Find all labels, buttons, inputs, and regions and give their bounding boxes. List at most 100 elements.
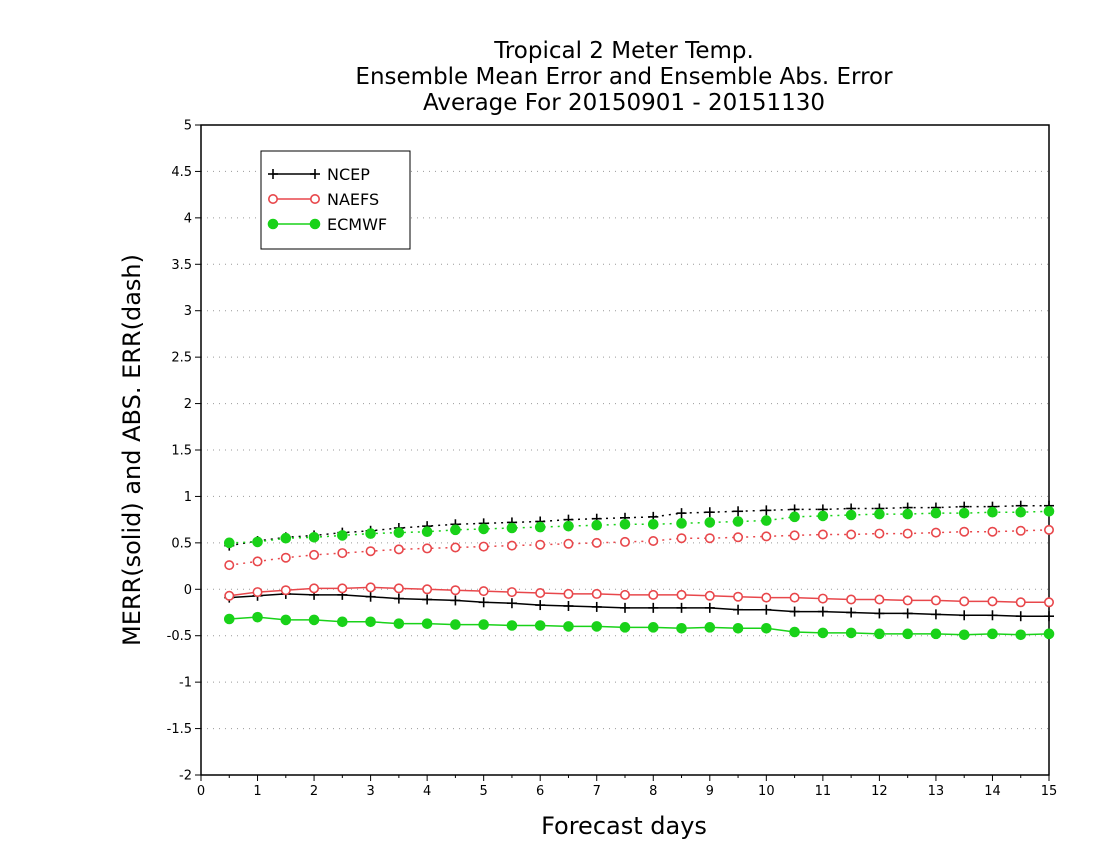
y-tick-label: 2.5 <box>171 351 192 366</box>
merr-point <box>733 591 744 602</box>
abs-err-point <box>252 536 263 548</box>
merr-point <box>619 589 630 600</box>
abs-err-point <box>874 508 885 520</box>
legend-entry-ncep: NCEP <box>268 165 370 184</box>
merr-point <box>450 585 461 596</box>
series-naefs <box>224 524 1055 608</box>
abs-err-point <box>478 523 489 535</box>
merr-point <box>421 618 433 629</box>
merr-point <box>506 587 517 598</box>
abs-err-point <box>761 505 772 516</box>
merr-point <box>704 622 716 633</box>
merr-line-ecmwf <box>229 616 1050 636</box>
merr-point <box>732 622 744 634</box>
abs-err-point <box>393 544 404 555</box>
merr-point <box>648 602 659 613</box>
abs-err-point <box>846 529 857 540</box>
abs-err-point <box>676 533 687 544</box>
merr-point <box>817 606 828 617</box>
abs-err-point <box>478 541 489 552</box>
chart-title: Tropical 2 Meter Temp. Ensemble Mean Err… <box>355 38 893 116</box>
merr-point <box>902 608 913 619</box>
merr-point <box>846 594 857 605</box>
abs-err-point <box>647 518 659 530</box>
merr-point <box>309 583 320 594</box>
x-tick-label: 11 <box>815 784 832 799</box>
abs-err-point <box>704 533 715 544</box>
merr-point <box>817 593 828 604</box>
x-tick-label: 15 <box>1041 784 1058 799</box>
x-tick-label: 1 <box>253 784 261 799</box>
merr-point <box>365 616 376 628</box>
abs-err-point <box>619 536 630 547</box>
merr-point <box>846 607 857 618</box>
y-tick-label: 1.5 <box>171 444 192 459</box>
merr-point <box>930 595 941 606</box>
merr-line-ncep <box>229 593 1049 617</box>
merr-point <box>704 602 715 613</box>
x-tick-label: 6 <box>536 784 544 799</box>
abs-err-point <box>732 516 744 527</box>
x-tick-label: 0 <box>197 784 205 799</box>
merr-point <box>619 622 631 633</box>
series-ncep <box>224 500 1054 622</box>
abs-err-line-naefs <box>229 529 1050 566</box>
y-axis-label: MERR(solid) and ABS. ERR(dash) <box>118 254 146 646</box>
abs-err-point <box>280 532 292 544</box>
abs-err-point <box>365 546 376 557</box>
merr-point <box>591 588 602 599</box>
abs-err-point <box>817 510 829 522</box>
merr-point <box>450 619 461 630</box>
merr-point <box>1015 611 1026 622</box>
abs-err-point <box>733 506 744 517</box>
merr-point <box>308 614 320 626</box>
merr-point <box>987 628 998 640</box>
abs-err-point <box>422 543 433 554</box>
legend-label: NCEP <box>327 165 370 184</box>
merr-point <box>224 590 235 601</box>
abs-err-point <box>223 537 235 549</box>
abs-err-point <box>450 542 461 553</box>
merr-point <box>648 589 659 600</box>
merr-point <box>761 592 772 603</box>
x-tick-label: 3 <box>366 784 374 799</box>
abs-err-point <box>959 526 970 537</box>
abs-err-point <box>987 526 998 537</box>
abs-err-point <box>930 527 941 538</box>
merr-point <box>422 594 433 605</box>
legend-marker <box>267 194 278 205</box>
chart-title-line-1: Tropical 2 Meter Temp. <box>493 38 754 64</box>
merr-point <box>478 586 489 597</box>
y-tick-label: 3 <box>184 304 192 319</box>
x-tick-label: 10 <box>758 784 775 799</box>
merr-point <box>280 585 291 596</box>
series-layer <box>223 500 1055 641</box>
merr-point <box>506 620 518 631</box>
chart-title-line-3: Average For 20150901 - 20151130 <box>423 90 825 116</box>
merr-point <box>761 604 772 615</box>
legend-box <box>260 150 411 250</box>
merr-point <box>902 595 913 606</box>
merr-point <box>223 613 235 625</box>
abs-err-point <box>506 522 518 534</box>
merr-point <box>422 584 433 595</box>
legend-label: ECMWF <box>327 215 387 234</box>
legend-label: NAEFS <box>327 190 379 209</box>
abs-err-point <box>874 528 885 539</box>
abs-err-point <box>309 549 320 560</box>
x-tick-label: 7 <box>593 784 601 799</box>
y-tick-label: -1 <box>179 676 192 691</box>
chart-title-line-2: Ensemble Mean Error and Ensemble Abs. Er… <box>355 64 893 90</box>
merr-point <box>676 602 687 613</box>
x-axis-label: Forecast days <box>541 812 707 840</box>
merr-point <box>874 628 885 640</box>
abs-err-point <box>337 530 348 541</box>
merr-point <box>845 627 857 639</box>
y-tick-label: 3.5 <box>171 258 192 273</box>
merr-point <box>1044 611 1054 622</box>
merr-point <box>647 622 659 633</box>
legend-marker <box>267 218 279 230</box>
abs-err-point <box>930 507 942 519</box>
merr-point <box>930 609 941 620</box>
